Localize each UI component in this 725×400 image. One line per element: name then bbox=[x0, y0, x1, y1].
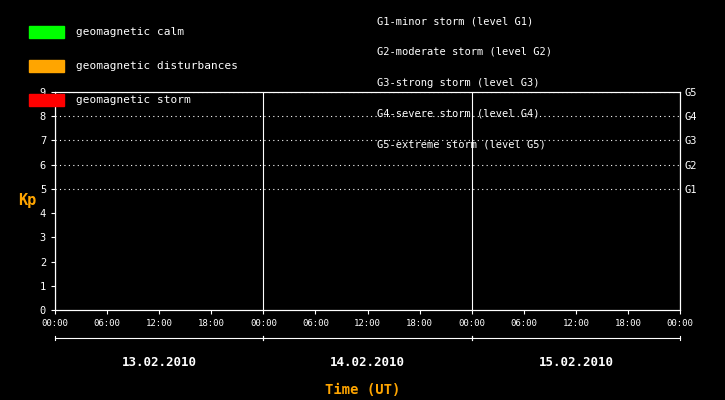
Text: G3-strong storm (level G3): G3-strong storm (level G3) bbox=[377, 78, 539, 88]
Text: geomagnetic storm: geomagnetic storm bbox=[76, 95, 191, 105]
Text: 15.02.2010: 15.02.2010 bbox=[539, 356, 613, 368]
Text: Time (UT): Time (UT) bbox=[325, 383, 400, 397]
Text: G5-extreme storm (level G5): G5-extreme storm (level G5) bbox=[377, 139, 546, 149]
Text: geomagnetic calm: geomagnetic calm bbox=[76, 27, 184, 37]
Text: G1-minor storm (level G1): G1-minor storm (level G1) bbox=[377, 16, 534, 26]
Text: Kp: Kp bbox=[18, 194, 36, 208]
Text: G4-severe storm (level G4): G4-severe storm (level G4) bbox=[377, 108, 539, 118]
Text: geomagnetic disturbances: geomagnetic disturbances bbox=[76, 61, 238, 71]
Text: G2-moderate storm (level G2): G2-moderate storm (level G2) bbox=[377, 47, 552, 57]
Text: 14.02.2010: 14.02.2010 bbox=[330, 356, 405, 368]
Text: 13.02.2010: 13.02.2010 bbox=[122, 356, 196, 368]
